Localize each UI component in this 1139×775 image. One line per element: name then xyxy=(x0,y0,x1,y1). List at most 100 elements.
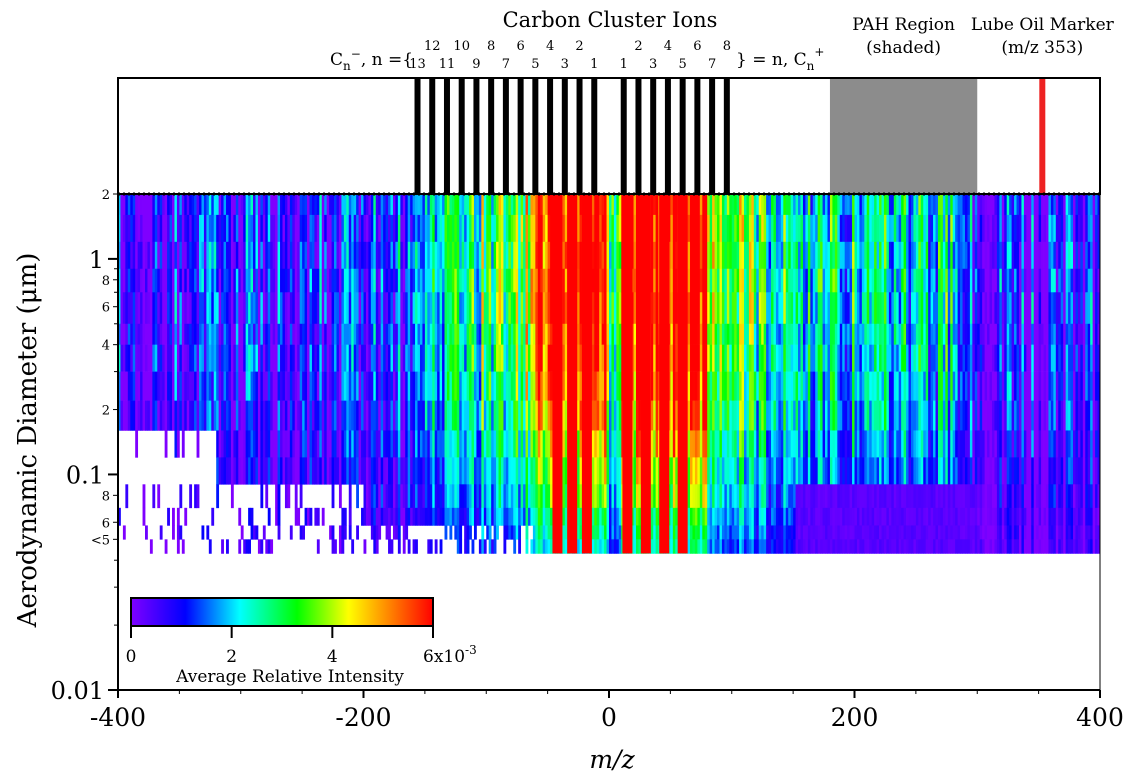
heatmap-cell xyxy=(402,400,406,431)
heatmap-cell xyxy=(346,268,350,293)
heatmap-cell xyxy=(741,214,745,243)
heatmap-cell xyxy=(812,457,816,485)
heatmap-cell xyxy=(950,344,954,372)
heatmap-cell xyxy=(437,484,440,509)
heatmap-cell xyxy=(991,323,995,345)
heatmap-cell xyxy=(120,292,124,325)
heatmap-cell xyxy=(847,539,850,554)
heatmap-cell xyxy=(186,292,190,325)
heatmap-cell xyxy=(390,344,394,372)
heatmap-cell xyxy=(370,430,374,458)
heatmap-cell xyxy=(343,507,347,526)
heatmap-cell xyxy=(842,457,846,485)
heatmap-cell xyxy=(793,430,796,458)
heatmap-cell xyxy=(240,457,244,485)
heatmap-cell xyxy=(604,484,607,509)
heatmap-cell xyxy=(353,323,357,345)
heatmap-cell xyxy=(329,268,332,293)
heatmap-cell xyxy=(461,194,465,216)
heatmap-cell xyxy=(812,507,816,526)
heatmap-cell xyxy=(410,214,413,243)
heatmap-cell xyxy=(866,457,870,485)
heatmap-cell xyxy=(741,525,745,540)
heatmap-cell xyxy=(741,484,745,509)
heatmap-cell xyxy=(724,457,728,485)
heatmap-cell xyxy=(496,268,499,293)
heatmap-cell xyxy=(908,214,912,243)
heatmap-cell xyxy=(883,539,887,554)
heatmap-cell xyxy=(744,344,747,372)
heatmap-cell xyxy=(324,214,328,243)
heatmap-cell xyxy=(334,371,337,401)
heatmap-cell xyxy=(837,323,841,345)
heatmap-cell xyxy=(989,525,993,540)
heatmap-cell xyxy=(773,344,777,372)
heatmap-cell xyxy=(361,292,364,325)
heatmap-cell xyxy=(805,400,809,431)
heatmap-cell xyxy=(739,525,742,540)
heatmap-cell xyxy=(800,507,804,526)
heatmap-cell xyxy=(957,323,961,345)
heatmap-cell xyxy=(481,194,485,216)
heatmap-cell xyxy=(184,400,188,431)
heatmap-cell xyxy=(373,430,377,458)
heatmap-cell xyxy=(960,241,963,270)
heatmap-cell xyxy=(395,484,399,509)
heatmap-cell xyxy=(326,400,330,431)
heatmap-cell xyxy=(908,194,912,216)
heatmap-cell xyxy=(176,214,180,243)
heatmap-cell xyxy=(510,430,514,458)
heatmap-cell xyxy=(417,194,421,216)
heatmap-cell xyxy=(773,194,777,216)
heatmap-cell xyxy=(655,400,659,431)
heatmap-cell xyxy=(203,371,207,401)
heatmap-cell xyxy=(687,457,691,485)
heatmap-cell xyxy=(771,268,774,293)
heatmap-cell xyxy=(832,241,836,270)
heatmap-cell xyxy=(601,214,605,243)
heatmap-cell xyxy=(874,457,877,485)
heatmap-cell xyxy=(513,507,517,526)
heatmap-cell xyxy=(879,214,882,243)
heatmap-cell xyxy=(690,241,693,270)
heatmap-cell xyxy=(378,268,382,293)
heatmap-cell xyxy=(692,344,696,372)
heatmap-cell xyxy=(365,268,369,293)
heatmap-cell xyxy=(864,268,868,293)
heatmap-cell xyxy=(464,484,467,509)
heatmap-cell xyxy=(206,241,210,270)
heatmap-cell xyxy=(238,344,242,372)
heatmap-cell xyxy=(699,323,703,345)
heatmap-cell xyxy=(731,457,735,485)
heatmap-cell xyxy=(753,292,757,325)
heatmap-cell xyxy=(429,457,433,485)
heatmap-cell xyxy=(999,241,1003,270)
heatmap-cell xyxy=(319,400,323,431)
heatmap-cell xyxy=(527,214,531,243)
heatmap-cell xyxy=(910,214,914,243)
heatmap-cell xyxy=(424,484,428,509)
heatmap-cell xyxy=(937,400,941,431)
heatmap-cell xyxy=(999,539,1003,554)
heatmap-cell xyxy=(307,214,310,243)
heatmap-cell xyxy=(412,430,416,458)
heatmap-cell xyxy=(122,525,126,540)
heatmap-cell xyxy=(346,214,350,243)
heatmap-cell xyxy=(417,484,421,509)
heatmap-cell xyxy=(270,539,274,554)
heatmap-cell xyxy=(822,214,826,243)
heatmap-cell xyxy=(653,344,657,372)
heatmap-cell xyxy=(984,292,988,325)
heatmap-cell xyxy=(886,430,890,458)
heatmap-cell xyxy=(854,344,858,372)
heatmap-cell xyxy=(280,371,283,401)
heatmap-cell xyxy=(717,194,720,216)
heatmap-cell xyxy=(189,292,193,325)
heatmap-cell xyxy=(721,484,725,509)
heatmap-cell xyxy=(380,371,384,401)
heatmap-cell xyxy=(338,323,342,345)
heatmap-cell xyxy=(783,194,787,216)
heatmap-cell xyxy=(221,430,224,458)
heatmap-cell xyxy=(898,507,902,526)
